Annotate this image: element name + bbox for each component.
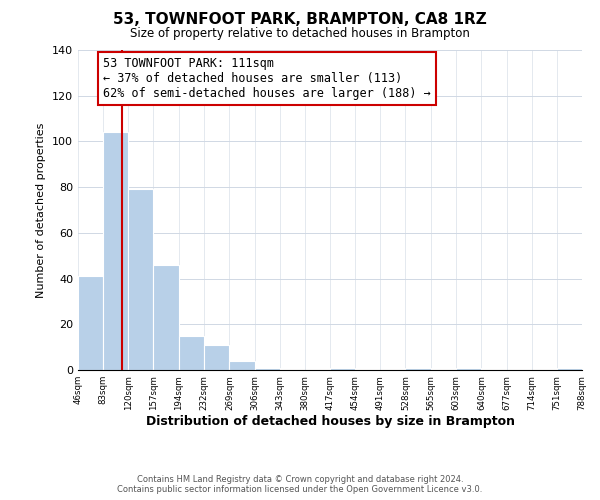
Text: Contains HM Land Registry data © Crown copyright and database right 2024.
Contai: Contains HM Land Registry data © Crown c… (118, 474, 482, 494)
Bar (229, 361, 254, 370)
Text: Size of property relative to detached houses in Brampton: Size of property relative to detached ho… (130, 28, 470, 40)
Bar (406, 368, 431, 370)
X-axis label: Distribution of detached houses by size in Brampton: Distribution of detached houses by size … (146, 416, 515, 428)
Bar (457, 368, 481, 370)
Bar (254, 368, 280, 370)
Y-axis label: Number of detached properties: Number of detached properties (37, 122, 46, 298)
Bar (330, 368, 355, 370)
Text: 53 TOWNFOOT PARK: 111sqm
← 37% of detached houses are smaller (113)
62% of semi-: 53 TOWNFOOT PARK: 111sqm ← 37% of detach… (103, 57, 431, 100)
Text: 53, TOWNFOOT PARK, BRAMPTON, CA8 1RZ: 53, TOWNFOOT PARK, BRAMPTON, CA8 1RZ (113, 12, 487, 28)
Bar (103, 132, 128, 370)
Bar (154, 265, 179, 370)
Bar (557, 368, 582, 370)
Bar (78, 276, 103, 370)
Bar (205, 345, 229, 370)
Bar (179, 336, 205, 370)
Bar (128, 190, 154, 370)
